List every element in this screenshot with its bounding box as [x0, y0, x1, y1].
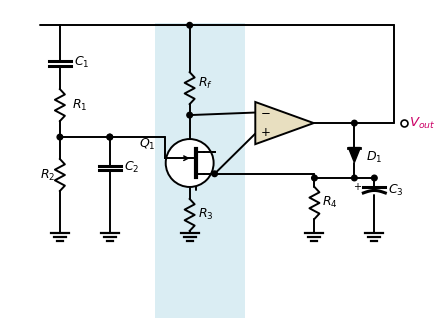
Text: $R_3$: $R_3$ [198, 207, 213, 222]
Text: $C_2$: $C_2$ [124, 160, 139, 174]
Text: $R_f$: $R_f$ [198, 76, 213, 91]
Text: $+$: $+$ [353, 181, 362, 192]
Circle shape [312, 175, 317, 181]
Circle shape [351, 175, 357, 181]
Text: $D_1$: $D_1$ [366, 150, 383, 165]
Bar [155, 23, 244, 318]
Circle shape [212, 171, 217, 176]
Text: $+$: $+$ [260, 126, 271, 139]
Circle shape [187, 22, 192, 28]
Text: $Q_1$: $Q_1$ [140, 137, 156, 152]
Text: $-$: $-$ [260, 105, 271, 118]
Circle shape [107, 134, 113, 140]
Text: $R_1$: $R_1$ [72, 98, 87, 113]
Text: $C_1$: $C_1$ [74, 55, 89, 70]
Circle shape [187, 112, 192, 118]
Text: $R_2$: $R_2$ [40, 167, 55, 182]
Circle shape [351, 120, 357, 126]
Text: $V_{out}$: $V_{out}$ [409, 116, 436, 131]
Circle shape [107, 134, 113, 140]
Text: $C_3$: $C_3$ [389, 182, 404, 197]
Polygon shape [348, 148, 360, 163]
Polygon shape [255, 102, 314, 144]
Text: $R_4$: $R_4$ [322, 195, 338, 210]
Circle shape [166, 139, 213, 187]
Circle shape [57, 134, 63, 140]
Circle shape [372, 175, 377, 181]
